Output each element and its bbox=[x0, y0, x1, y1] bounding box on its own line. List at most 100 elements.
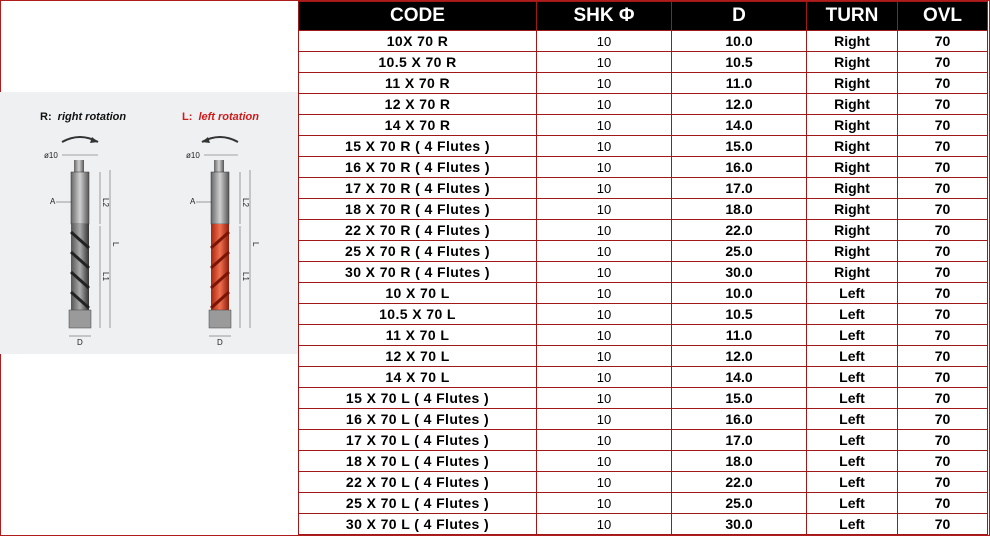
table-row: 10 X 70 L 10 10.0 Left 70 bbox=[298, 282, 988, 304]
cell-d: 15.0 bbox=[671, 387, 807, 409]
cell-code: 14 X 70 R bbox=[298, 114, 537, 136]
cell-d: 25.0 bbox=[671, 240, 807, 262]
cell-d: 16.0 bbox=[671, 156, 807, 178]
drill-left-shank bbox=[210, 171, 230, 225]
cell-ovl: 70 bbox=[897, 198, 988, 220]
cell-d: 30.0 bbox=[671, 513, 807, 535]
cell-d: 15.0 bbox=[671, 135, 807, 157]
cell-d: 22.0 bbox=[671, 471, 807, 493]
cell-d: 18.0 bbox=[671, 450, 807, 472]
label-l1-left: L1 bbox=[241, 272, 250, 281]
cell-code: 25 X 70 L ( 4 Flutes ) bbox=[298, 492, 537, 514]
cell-d: 12.0 bbox=[671, 345, 807, 367]
cell-turn: Left bbox=[806, 408, 898, 430]
cell-turn: Left bbox=[806, 324, 898, 346]
cell-shk: 10 bbox=[536, 51, 672, 73]
table-row: 11 X 70 L 10 11.0 Left 70 bbox=[298, 324, 988, 346]
cell-code: 30 X 70 L ( 4 Flutes ) bbox=[298, 513, 537, 535]
cell-turn: Right bbox=[806, 114, 898, 136]
cell-turn: Left bbox=[806, 471, 898, 493]
right-rotation-caption: R: right rotation bbox=[40, 111, 126, 123]
drill-right-cutter bbox=[68, 309, 92, 329]
cell-ovl: 70 bbox=[897, 156, 988, 178]
table-row: 22 X 70 R ( 4 Flutes ) 10 22.0 Right 70 bbox=[298, 219, 988, 241]
cell-code: 25 X 70 R ( 4 Flutes ) bbox=[298, 240, 537, 262]
cell-code: 10.5 X 70 R bbox=[298, 51, 537, 73]
cell-turn: Right bbox=[806, 177, 898, 199]
table-row: 12 X 70 L 10 12.0 Left 70 bbox=[298, 345, 988, 367]
cell-d: 11.0 bbox=[671, 72, 807, 94]
cell-turn: Right bbox=[806, 72, 898, 94]
table-row: 12 X 70 R 10 12.0 Right 70 bbox=[298, 93, 988, 115]
cell-ovl: 70 bbox=[897, 492, 988, 514]
cell-code: 10X 70 R bbox=[298, 30, 537, 52]
drill-left-tip bbox=[214, 160, 224, 172]
cell-shk: 10 bbox=[536, 366, 672, 388]
cell-code: 18 X 70 L ( 4 Flutes ) bbox=[298, 450, 537, 472]
cell-ovl: 70 bbox=[897, 513, 988, 535]
cell-d: 11.0 bbox=[671, 324, 807, 346]
table-row: 10.5 X 70 R 10 10.5 Right 70 bbox=[298, 51, 988, 73]
cell-turn: Right bbox=[806, 51, 898, 73]
cell-shk: 10 bbox=[536, 429, 672, 451]
col-header-code: CODE bbox=[298, 1, 537, 31]
table-row: 16 X 70 L ( 4 Flutes ) 10 16.0 Left 70 bbox=[298, 408, 988, 430]
cell-code: 22 X 70 R ( 4 Flutes ) bbox=[298, 219, 537, 241]
cell-code: 16 X 70 R ( 4 Flutes ) bbox=[298, 156, 537, 178]
cell-code: 11 X 70 L bbox=[298, 324, 537, 346]
cell-turn: Left bbox=[806, 513, 898, 535]
cell-shk: 10 bbox=[536, 261, 672, 283]
cell-d: 17.0 bbox=[671, 429, 807, 451]
cell-code: 12 X 70 L bbox=[298, 345, 537, 367]
cell-code: 18 X 70 R ( 4 Flutes ) bbox=[298, 198, 537, 220]
table-row: 22 X 70 L ( 4 Flutes ) 10 22.0 Left 70 bbox=[298, 471, 988, 493]
table-row: 25 X 70 R ( 4 Flutes ) 10 25.0 Right 70 bbox=[298, 240, 988, 262]
table-row: 14 X 70 L 10 14.0 Left 70 bbox=[298, 366, 988, 388]
table-row: 30 X 70 R ( 4 Flutes ) 10 30.0 Right 70 bbox=[298, 261, 988, 283]
cell-d: 14.0 bbox=[671, 366, 807, 388]
left-rotation-caption: L: left rotation bbox=[182, 111, 259, 123]
cell-turn: Right bbox=[806, 261, 898, 283]
cell-ovl: 70 bbox=[897, 324, 988, 346]
col-header-turn: TURN bbox=[806, 1, 898, 31]
table-row: 10X 70 R 10 10.0 Right 70 bbox=[298, 30, 988, 52]
cell-d: 25.0 bbox=[671, 492, 807, 514]
cell-code: 30 X 70 R ( 4 Flutes ) bbox=[298, 261, 537, 283]
table-row: 18 X 70 L ( 4 Flutes ) 10 18.0 Left 70 bbox=[298, 450, 988, 472]
cell-ovl: 70 bbox=[897, 219, 988, 241]
cell-shk: 10 bbox=[536, 135, 672, 157]
drill-spec-table: CODE SHK Φ D TURN OVL 10X 70 R 10 10.0 Righ… bbox=[298, 1, 988, 535]
cell-ovl: 70 bbox=[897, 93, 988, 115]
cell-d: 10.5 bbox=[671, 303, 807, 325]
cell-d: 30.0 bbox=[671, 261, 807, 283]
table-body: 10X 70 R 10 10.0 Right 70 10.5 X 70 R 10 10.5 Ri… bbox=[298, 30, 988, 535]
cell-shk: 10 bbox=[536, 513, 672, 535]
cell-shk: 10 bbox=[536, 93, 672, 115]
cell-code: 14 X 70 L bbox=[298, 366, 537, 388]
cell-code: 17 X 70 L ( 4 Flutes ) bbox=[298, 429, 537, 451]
rotation-arrowhead-icon bbox=[90, 137, 98, 143]
cell-turn: Left bbox=[806, 387, 898, 409]
cell-ovl: 70 bbox=[897, 135, 988, 157]
cell-ovl: 70 bbox=[897, 30, 988, 52]
table-header-row: CODE SHK Φ D TURN OVL bbox=[298, 1, 988, 31]
col-header-d: D bbox=[671, 1, 807, 31]
cell-turn: Right bbox=[806, 135, 898, 157]
cell-shk: 10 bbox=[536, 303, 672, 325]
table-row: 25 X 70 L ( 4 Flutes ) 10 25.0 Left 70 bbox=[298, 492, 988, 514]
table-row: 30 X 70 L ( 4 Flutes ) 10 30.0 Left 70 bbox=[298, 513, 988, 535]
table-row: 11 X 70 R 10 11.0 Right 70 bbox=[298, 72, 988, 94]
table-row: 10.5 X 70 L 10 10.5 Left 70 bbox=[298, 303, 988, 325]
cell-ovl: 70 bbox=[897, 345, 988, 367]
cell-code: 22 X 70 L ( 4 Flutes ) bbox=[298, 471, 537, 493]
cell-turn: Left bbox=[806, 303, 898, 325]
cell-d: 17.0 bbox=[671, 177, 807, 199]
cell-turn: Left bbox=[806, 450, 898, 472]
cell-ovl: 70 bbox=[897, 471, 988, 493]
cell-code: 17 X 70 R ( 4 Flutes ) bbox=[298, 177, 537, 199]
table-row: 18 X 70 R ( 4 Flutes ) 10 18.0 Right 70 bbox=[298, 198, 988, 220]
cell-code: 15 X 70 L ( 4 Flutes ) bbox=[298, 387, 537, 409]
cell-shk: 10 bbox=[536, 282, 672, 304]
label-l-left: L bbox=[251, 242, 260, 247]
col-header-ovl: OVL bbox=[897, 1, 988, 31]
